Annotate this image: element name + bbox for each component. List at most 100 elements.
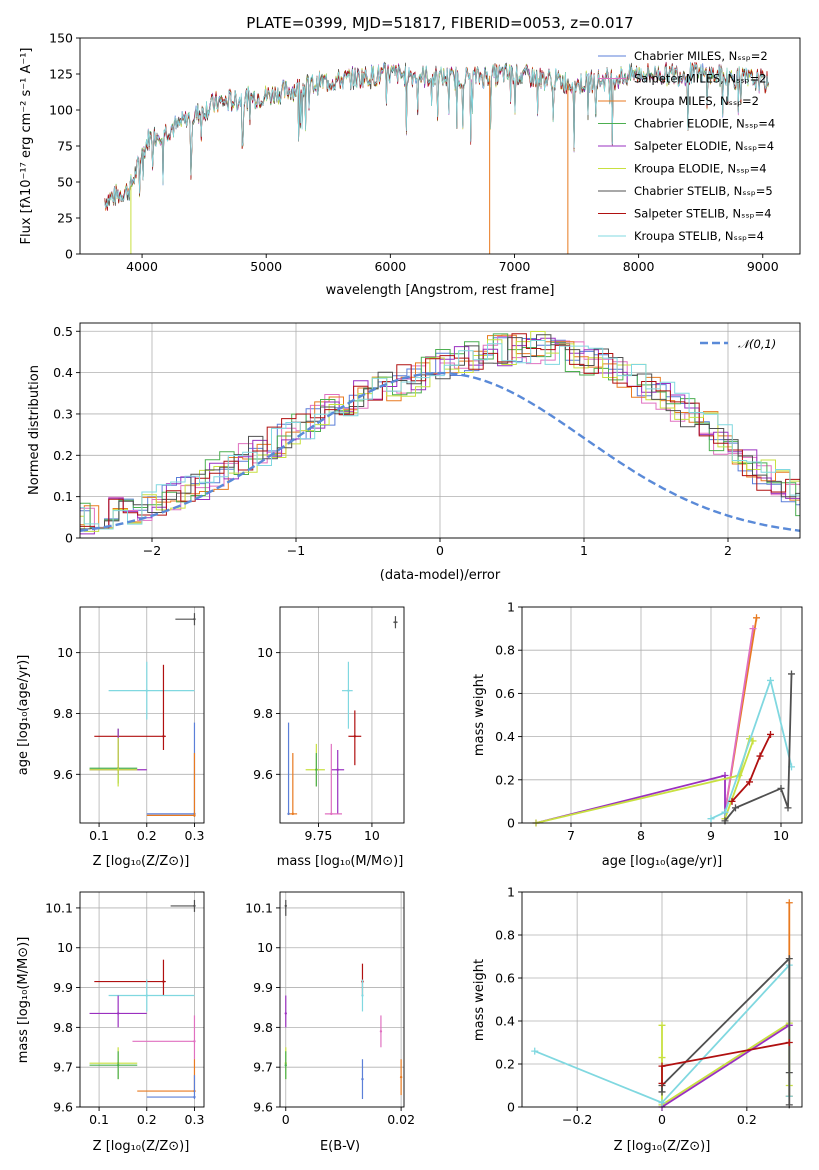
spectrum-ylabel: Flux [fλ10⁻¹⁷ erg cm⁻² s⁻¹ A⁻¹] [19,48,34,245]
mass-vs-ebv-xlabel: E(B-V) [320,1139,360,1154]
x-tick-label: 7000 [499,259,531,274]
chart-title: PLATE=0399, MJD=51817, FIBERID=0053, z=0… [246,14,633,32]
legend: Chabrier MILES, Nₛₛₚ=2 Salpeter MILES, Nₛ… [598,49,775,243]
plot-area [280,892,404,1107]
data-point [193,814,196,817]
weight-marker [788,670,795,678]
y-tick-label: 10 [57,940,73,955]
weight-line [724,628,754,813]
plot-frame [79,891,205,1108]
data-point [361,994,364,997]
plot-area [280,607,404,823]
y-tick-label: 10.1 [45,900,73,915]
x-tick-label: 4000 [126,259,158,274]
y-tick-label: 0.6 [495,971,515,986]
x-tick-label: 0 [436,543,444,558]
x-tick-label: −0.2 [562,1112,592,1127]
data-point [284,1063,287,1067]
data-point [193,617,196,621]
weight-marker [785,955,793,963]
plot-frame [79,606,205,824]
y-tick-label: 0.4 [495,1014,515,1029]
age-vs-mass-panel: 9.75 10 9.6 9.8 10 [253,606,405,843]
weight-marker [721,808,729,816]
y-tick-label: 9.8 [53,706,73,721]
y-tick-label: 75 [57,139,73,154]
histogram-step [80,334,800,530]
x-tick-label: 0.2 [137,1112,157,1127]
legend-label: Salpeter STELIB, Nₛₛₚ=4 [634,207,772,221]
y-tick-label: 9.7 [53,1060,73,1075]
x-tick-label: 1 [580,543,588,558]
x-tick-label: 9000 [747,259,779,274]
plot-content [531,899,793,1111]
y-tick-label: 0 [65,247,73,262]
data-point [336,768,339,771]
y-tick-label: 0.4 [495,729,515,744]
plot-area [522,607,802,823]
histogram-step [80,340,800,530]
x-tick-label: 7 [567,828,575,843]
spectrum-line [104,61,770,208]
y-tick-label: 10.1 [245,900,273,915]
plot-area [80,892,204,1107]
data-point [399,1075,403,1079]
data-point [361,1077,364,1081]
weight-marker [707,815,715,823]
y-tick-label: 9.6 [253,767,273,782]
data-point [116,1063,120,1067]
x-tick-label: 5000 [250,259,282,274]
y-tick-label: 1 [507,600,515,615]
x-tick-label: 0.02 [387,1112,415,1127]
weight-marker [756,752,764,760]
x-tick-label: 0.3 [185,1112,205,1127]
data-point [330,812,333,816]
weight-marker [767,730,774,738]
plot-frame [521,891,803,1108]
weight-marker [749,625,757,633]
weight-marker [746,778,753,786]
mass-weight-vs-z-panel: −0.2 0 0.2 0 0.2 0.4 0.6 0.8 1 [495,885,803,1127]
y-tick-label: 0 [507,1100,515,1115]
weight-marker [658,1062,666,1070]
mass-weight-vs-z-ylabel: mass weight [472,959,487,1041]
y-tick-label: 0.6 [495,686,515,701]
weight-line [710,677,793,820]
data-point [394,621,397,624]
gridlines [280,607,404,823]
y-tick-label: 0.5 [53,324,73,339]
data-point [145,994,148,997]
plot-frame [279,606,405,824]
data-point [291,812,295,816]
weight-marker [658,1099,666,1107]
weight-marker [785,1069,793,1077]
data-point [116,1012,120,1015]
legend-label: Chabrier ELODIE, Nₛₛₚ=4 [634,117,775,131]
x-tick-label: 6000 [374,259,406,274]
x-tick-label: 10 [773,828,789,843]
data-point [284,904,287,908]
y-tick-label: 150 [49,31,73,46]
y-tick-label: 0 [65,531,73,546]
histogram-ylabel: Normed distribution [27,365,42,495]
y-tick-label: 1 [507,885,515,900]
weight-marker [531,1047,539,1055]
mass-vs-z-panel: 0.1 0.2 0.3 9.6 9.7 9.8 9.9 10 10.1 [45,891,205,1127]
mass-vs-z-xlabel: Z [log₁₀(Z/Z⊙)] [93,1139,190,1154]
histogram-step [80,331,800,532]
legend: 𝒩(0,1) [700,337,776,351]
weight-marker [658,1088,666,1096]
mass-weight-vs-age-ylabel: mass weight [472,674,487,756]
weight-marker [767,676,774,684]
histogram-step [80,333,800,529]
x-tick-label: 8 [637,828,645,843]
data-point [116,768,120,771]
x-tick-label: 0.2 [137,828,157,843]
y-tick-label: 0.2 [53,448,73,463]
x-tick-label: 8000 [623,259,655,274]
x-tick-label: 0.2 [737,1112,757,1127]
y-tick-label: 9.7 [253,1060,273,1075]
y-tick-label: 10 [257,645,273,660]
mass-vs-z-ylabel: mass [log₁₀(M/M⊙)] [16,937,31,1064]
y-tick-label: 10 [57,645,73,660]
